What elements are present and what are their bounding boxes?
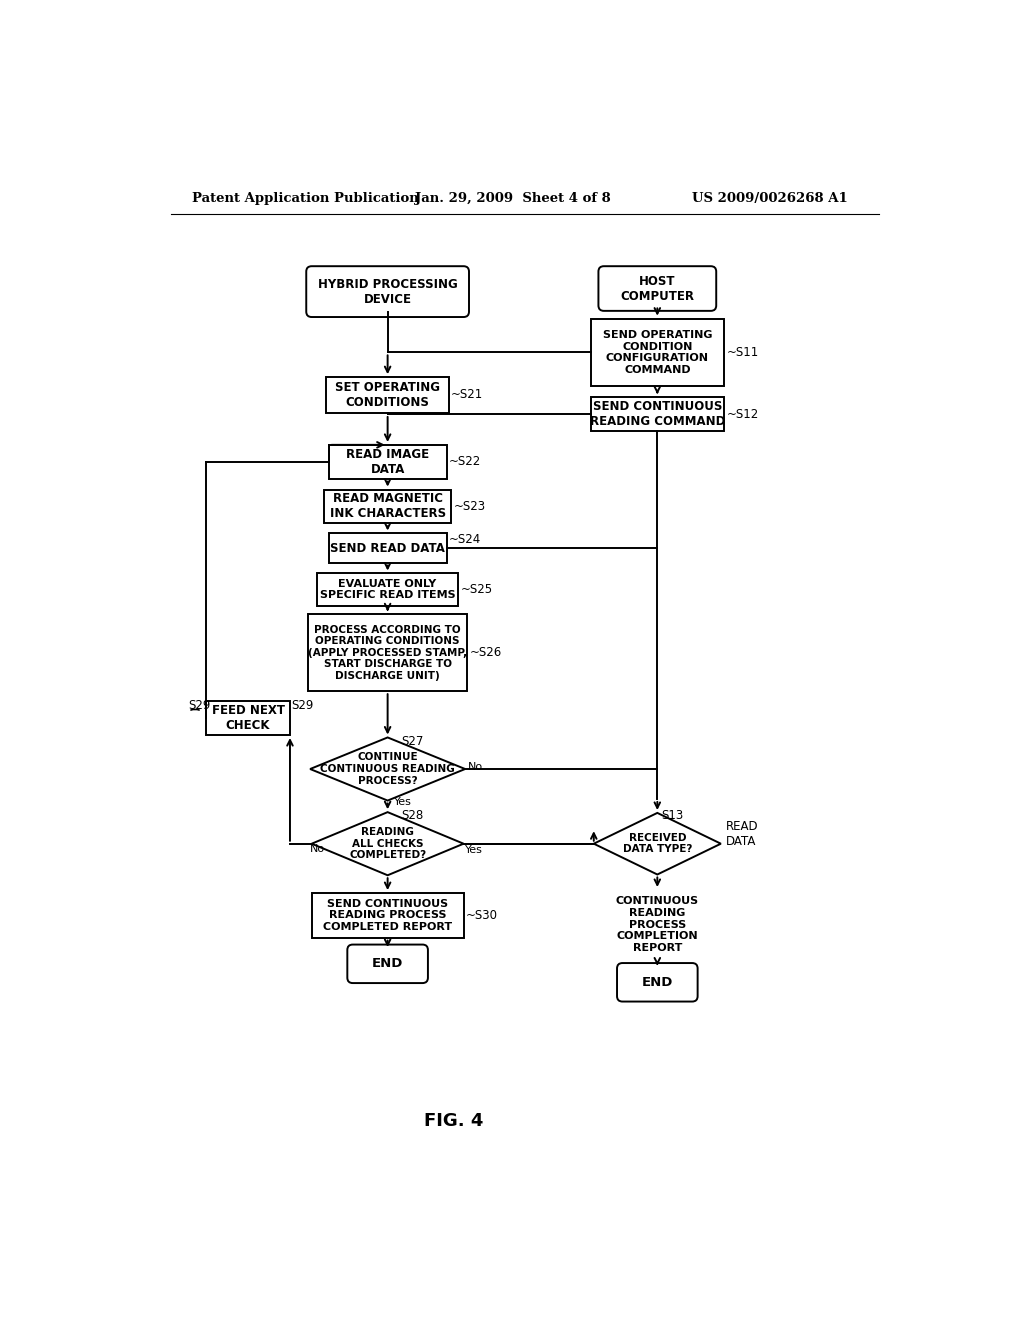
- Bar: [308, 614, 467, 692]
- Bar: [324, 490, 452, 524]
- Text: SEND READ DATA: SEND READ DATA: [330, 541, 445, 554]
- Polygon shape: [310, 738, 465, 800]
- Text: S13: S13: [662, 809, 683, 822]
- Text: ~S25: ~S25: [461, 583, 493, 597]
- Text: END: END: [372, 957, 403, 970]
- Bar: [317, 573, 458, 606]
- FancyBboxPatch shape: [617, 964, 697, 1002]
- Bar: [311, 892, 464, 937]
- Text: S29: S29: [292, 698, 314, 711]
- Text: FIG. 4: FIG. 4: [424, 1111, 483, 1130]
- Text: ~S26: ~S26: [470, 647, 502, 659]
- Text: HYBRID PROCESSING
DEVICE: HYBRID PROCESSING DEVICE: [317, 277, 458, 306]
- Text: S29: S29: [188, 698, 211, 711]
- FancyBboxPatch shape: [347, 945, 428, 983]
- Text: ~S23: ~S23: [454, 500, 485, 513]
- Polygon shape: [311, 812, 464, 875]
- Bar: [591, 318, 724, 387]
- Text: Patent Application Publication: Patent Application Publication: [191, 191, 418, 205]
- Bar: [206, 701, 290, 735]
- Text: ~S21: ~S21: [452, 388, 483, 401]
- Text: PROCESS ACCORDING TO
OPERATING CONDITIONS
(APPLY PROCESSED STAMP,
START DISCHARG: PROCESS ACCORDING TO OPERATING CONDITION…: [308, 624, 467, 681]
- FancyBboxPatch shape: [306, 267, 469, 317]
- Text: CONTINUOUS
READING
PROCESS
COMPLETION
REPORT: CONTINUOUS READING PROCESS COMPLETION RE…: [615, 896, 699, 953]
- Text: ~S22: ~S22: [449, 455, 481, 469]
- Text: END: END: [642, 975, 673, 989]
- Text: No: No: [310, 843, 326, 854]
- Text: SEND CONTINUOUS
READING PROCESS
COMPLETED REPORT: SEND CONTINUOUS READING PROCESS COMPLETE…: [323, 899, 453, 932]
- Text: READ
DATA: READ DATA: [726, 821, 758, 849]
- Text: SEND OPERATING
CONDITION
CONFIGURATION
COMMAND: SEND OPERATING CONDITION CONFIGURATION C…: [602, 330, 712, 375]
- Text: S27: S27: [401, 735, 424, 748]
- Text: SET OPERATING
CONDITIONS: SET OPERATING CONDITIONS: [335, 380, 440, 409]
- Text: Yes: Yes: [465, 845, 483, 855]
- Text: Jan. 29, 2009  Sheet 4 of 8: Jan. 29, 2009 Sheet 4 of 8: [415, 191, 610, 205]
- Polygon shape: [594, 813, 721, 875]
- Text: Yes: Yes: [394, 797, 412, 807]
- Bar: [327, 378, 449, 412]
- Text: No: No: [467, 762, 482, 772]
- Text: S28: S28: [401, 809, 424, 822]
- Text: EVALUATE ONLY
SPECIFIC READ ITEMS: EVALUATE ONLY SPECIFIC READ ITEMS: [319, 578, 456, 601]
- Text: FEED NEXT
CHECK: FEED NEXT CHECK: [212, 704, 285, 733]
- Text: READ IMAGE
DATA: READ IMAGE DATA: [346, 447, 429, 475]
- FancyBboxPatch shape: [598, 267, 716, 312]
- Text: READ MAGNETIC
INK CHARACTERS: READ MAGNETIC INK CHARACTERS: [330, 492, 445, 520]
- Text: RECEIVED
DATA TYPE?: RECEIVED DATA TYPE?: [623, 833, 692, 854]
- Text: READING
ALL CHECKS
COMPLETED?: READING ALL CHECKS COMPLETED?: [349, 828, 426, 861]
- Text: ~S12: ~S12: [726, 408, 759, 421]
- Text: SEND CONTINUOUS
READING COMMAND: SEND CONTINUOUS READING COMMAND: [590, 400, 725, 428]
- Bar: [329, 445, 446, 479]
- Text: ~S24: ~S24: [449, 533, 481, 546]
- Text: ~S30: ~S30: [466, 908, 498, 921]
- Bar: [329, 533, 446, 562]
- Text: CONTINUE
CONTINUOUS READING
PROCESS?: CONTINUE CONTINUOUS READING PROCESS?: [321, 752, 455, 785]
- Text: HOST
COMPUTER: HOST COMPUTER: [621, 275, 694, 302]
- Bar: [591, 397, 724, 430]
- Text: US 2009/0026268 A1: US 2009/0026268 A1: [692, 191, 848, 205]
- Text: ~S11: ~S11: [726, 346, 759, 359]
